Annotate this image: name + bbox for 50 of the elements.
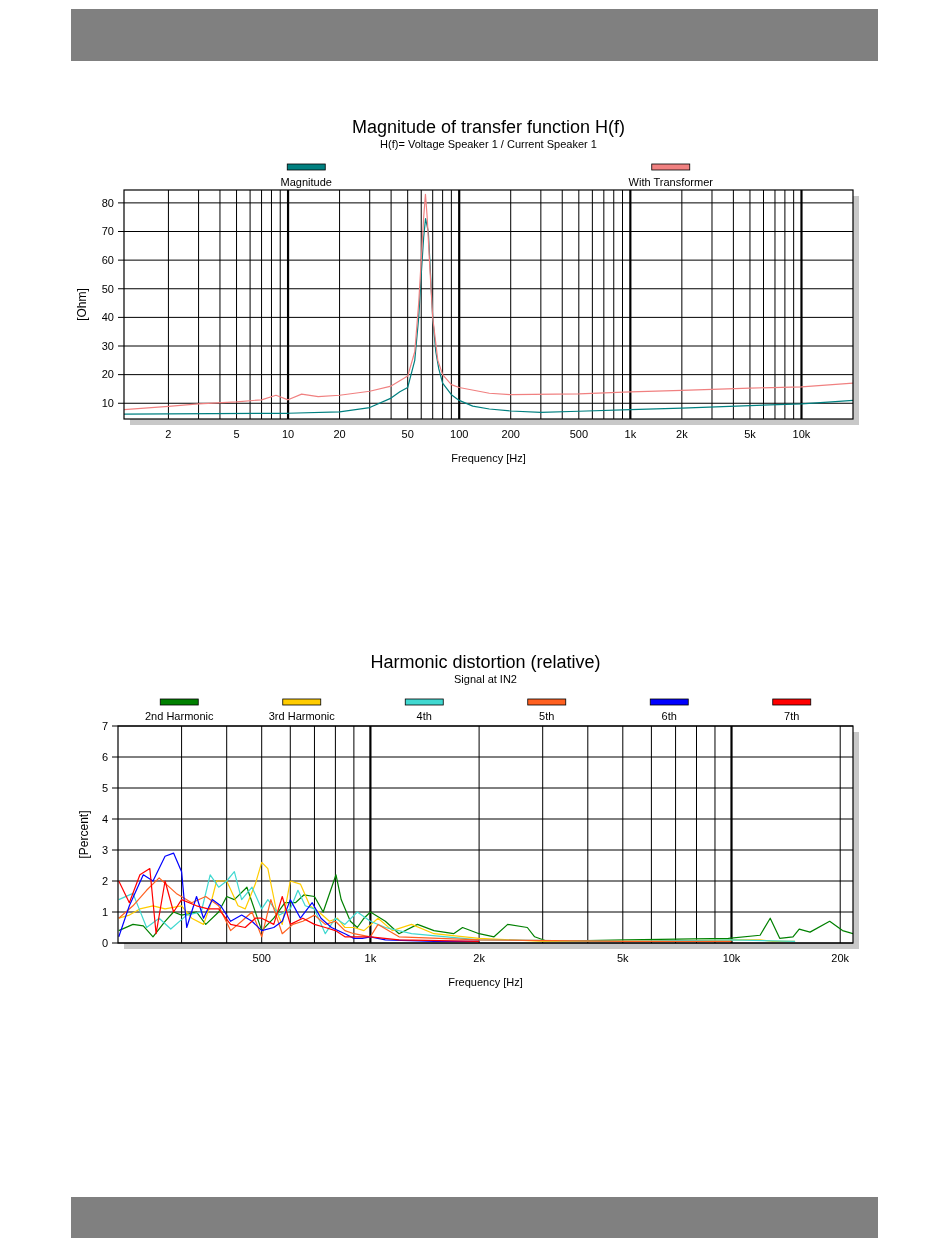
x-tick-label: 10 — [281, 428, 295, 440]
legend-label: 4th — [416, 710, 432, 722]
y-tick-label: 70 — [101, 225, 114, 238]
legend-label: 2nd Harmonic — [145, 710, 214, 722]
x-tick-label: 5k — [616, 952, 630, 964]
y-tick-label: 10 — [101, 397, 114, 410]
chart-title: Harmonic distortion (relative) — [370, 652, 601, 672]
legend-label: 7th — [784, 710, 800, 722]
y-tick-label: 5 — [101, 781, 108, 794]
x-axis-title: Frequency [Hz] — [451, 452, 526, 464]
chart-subtitle: Signal at IN2 — [454, 673, 517, 685]
y-tick-label: 0 — [101, 936, 108, 949]
legend-label: 3rd Harmonic — [268, 710, 336, 722]
x-tick-label: 2 — [165, 428, 172, 440]
y-tick-label: 6 — [101, 750, 108, 763]
x-tick-label: 20 — [333, 428, 346, 440]
x-tick-label: 1k — [624, 428, 637, 440]
legend-label: 5th — [539, 710, 555, 722]
y-tick-label: 30 — [101, 339, 114, 352]
y-tick-label: 40 — [101, 311, 114, 324]
y-tick-label: 80 — [101, 196, 114, 209]
y-tick-label: 1 — [101, 905, 108, 918]
y-tick-label: 2 — [101, 874, 108, 887]
x-tick-label: 5k — [744, 428, 757, 440]
y-tick-label: 20 — [101, 368, 114, 381]
y-tick-label: 3 — [101, 843, 108, 856]
x-tick-label: 500 — [569, 428, 588, 440]
legend-label: With Transformer — [628, 176, 714, 188]
legend-label: 6th — [661, 710, 677, 722]
legend-label: Magnitude — [280, 176, 332, 188]
x-axis-title: Frequency [Hz] — [448, 976, 523, 988]
chart-subtitle: H(f)= Voltage Speaker 1 / Current Speaker 1 — [380, 138, 597, 150]
y-tick-label: 50 — [101, 282, 114, 295]
y-tick-label: 4 — [101, 812, 108, 825]
x-tick-label: 2k — [676, 428, 689, 440]
y-axis-title: [Ohm] — [75, 288, 89, 321]
x-tick-label: 5 — [233, 428, 240, 440]
x-tick-label: 100 — [450, 428, 469, 440]
y-tick-label: 60 — [101, 253, 114, 266]
x-tick-label: 1k — [364, 952, 377, 964]
x-tick-label: 50 — [401, 428, 414, 440]
chart-title: Magnitude of transfer function H(f) — [351, 117, 626, 137]
x-tick-label: 500 — [252, 952, 271, 964]
x-tick-label: 20k — [831, 952, 850, 964]
y-tick-label: 7 — [101, 719, 108, 732]
x-tick-label: 10k — [792, 428, 811, 440]
x-tick-label: 2k — [473, 952, 486, 964]
y-axis-title: [Percent] — [77, 810, 91, 859]
x-tick-label: 200 — [501, 428, 520, 440]
x-tick-label: 10k — [722, 952, 741, 964]
